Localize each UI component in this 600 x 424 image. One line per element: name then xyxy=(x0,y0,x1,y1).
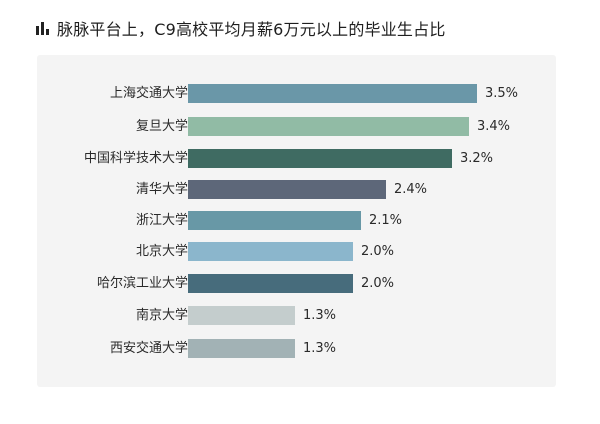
bar-row: 复旦大学 3.4% xyxy=(37,117,556,136)
chart-panel: 上海交通大学 3.5% 复旦大学 3.4% 中国科学技术大学 3.2% 清华大学 2.4% 浙江… xyxy=(37,55,556,387)
category-label: 上海交通大学 xyxy=(109,86,188,101)
chart-header: 脉脉平台上，C9高校平均月薪6万元以上的毕业生占比 xyxy=(36,17,446,39)
value-label: 2.4% xyxy=(394,182,428,197)
category-label: 复旦大学 xyxy=(135,119,188,134)
bar-row: 西安交通大学 1.3% xyxy=(37,339,556,358)
value-label: 1.3% xyxy=(303,308,337,323)
bar-chart-icon xyxy=(36,21,49,35)
bar-row: 上海交通大学 3.5% xyxy=(37,84,556,103)
bar xyxy=(188,339,295,358)
category-label: 浙江大学 xyxy=(135,213,188,228)
bar xyxy=(188,84,477,103)
value-label: 3.5% xyxy=(485,86,519,101)
value-label: 3.2% xyxy=(460,151,494,166)
category-label: 中国科学技术大学 xyxy=(83,151,188,166)
bar-row: 浙江大学 2.1% xyxy=(37,211,556,230)
bar xyxy=(188,180,386,199)
bar xyxy=(188,242,353,261)
value-label: 3.4% xyxy=(477,119,511,134)
bar-row: 哈尔滨工业大学 2.0% xyxy=(37,274,556,293)
value-label: 2.0% xyxy=(361,276,395,291)
value-label: 1.3% xyxy=(303,341,337,356)
bar xyxy=(188,306,295,325)
bar-row: 北京大学 2.0% xyxy=(37,242,556,261)
bar xyxy=(188,211,361,230)
bar-row: 清华大学 2.4% xyxy=(37,180,556,199)
category-label: 西安交通大学 xyxy=(109,341,188,356)
value-label: 2.1% xyxy=(369,213,403,228)
bar-row: 中国科学技术大学 3.2% xyxy=(37,149,556,168)
bar xyxy=(188,149,452,168)
category-label: 南京大学 xyxy=(135,308,188,323)
value-label: 2.0% xyxy=(361,244,395,259)
category-label: 清华大学 xyxy=(135,182,188,197)
chart-title: 脉脉平台上，C9高校平均月薪6万元以上的毕业生占比 xyxy=(57,20,446,39)
bar xyxy=(188,274,353,293)
category-label: 哈尔滨工业大学 xyxy=(96,276,188,291)
category-label: 北京大学 xyxy=(135,244,188,259)
bar-row: 南京大学 1.3% xyxy=(37,306,556,325)
bar xyxy=(188,117,469,136)
